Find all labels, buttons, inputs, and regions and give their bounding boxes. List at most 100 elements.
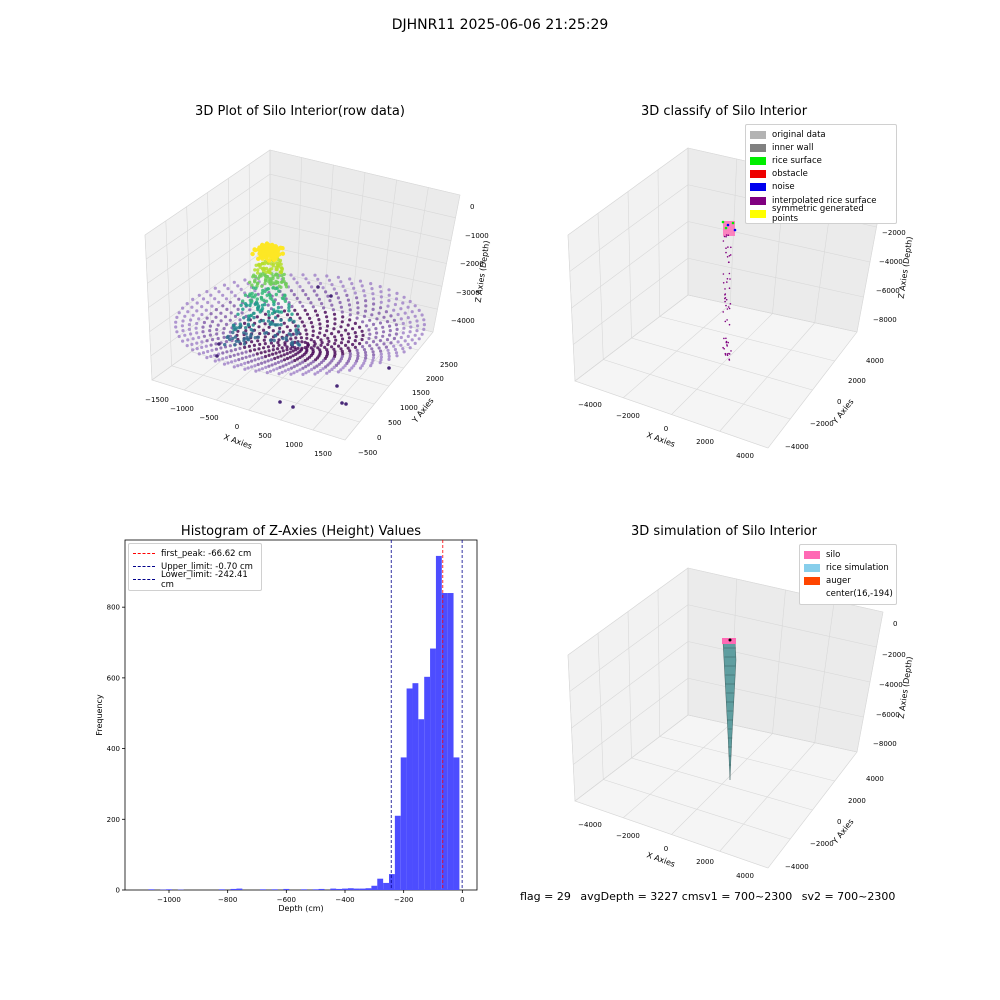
point-marker: [271, 348, 275, 352]
point-marker: [307, 281, 311, 285]
point-marker: [364, 299, 368, 303]
point-marker: [276, 265, 280, 269]
point-marker: [263, 335, 267, 339]
point-marker: [413, 333, 417, 337]
point-marker: [329, 294, 333, 298]
point-marker: [304, 371, 308, 375]
point-marker: [273, 323, 278, 327]
point-marker: [240, 351, 244, 355]
point-marker: [347, 336, 351, 340]
point-marker: [332, 365, 336, 369]
point-marker: [306, 344, 310, 349]
histogram-legend: first_peak: -66.62 cm Upper_limit: -0.70…: [128, 543, 262, 591]
point-marker: [726, 223, 730, 227]
point-marker: [267, 313, 271, 317]
point-marker: [266, 310, 271, 314]
histogram-bar: [406, 688, 413, 890]
point-marker: [191, 313, 195, 317]
point-marker: [214, 347, 218, 351]
point-marker: [190, 305, 194, 309]
point-marker: [332, 347, 336, 351]
point-marker: [240, 311, 244, 315]
point-marker: [276, 280, 280, 285]
simulation-3d-plot[interactable]: −4000 −2000 0 2000 4000 X Axies −4000 −2…: [560, 555, 920, 885]
point-marker: [233, 359, 237, 363]
classify-3d-plot[interactable]: −4000 −2000 0 2000 4000 X Axies −4000 −2…: [560, 135, 920, 465]
point-marker: [263, 302, 267, 307]
gridline: [856, 611, 884, 753]
point-marker: [204, 308, 208, 312]
y-tick-label: 2000: [426, 375, 444, 383]
point-marker: [280, 251, 285, 256]
legend-label: rice simulation: [826, 562, 889, 573]
point-marker: [401, 301, 405, 305]
histogram-bar: [412, 683, 419, 890]
point-marker: [723, 348, 725, 350]
point-marker: [341, 284, 345, 288]
point-marker: [248, 349, 252, 353]
point-marker: [299, 336, 303, 340]
point-marker: [258, 319, 262, 324]
point-marker: [356, 306, 360, 310]
raw-3d-plot[interactable]: −1500 −1000 −500 0 500 1000 1500 X Axies…: [140, 135, 500, 465]
histogram-bar: [359, 888, 366, 890]
point-marker: [267, 269, 271, 274]
point-marker: [330, 367, 334, 371]
x-tick-label: −600: [277, 896, 296, 904]
legend-swatch: [804, 576, 820, 585]
point-marker: [271, 329, 275, 333]
point-marker: [181, 329, 185, 333]
point-marker: [287, 361, 291, 365]
point-marker: [288, 355, 292, 359]
point-marker: [318, 368, 323, 373]
point-marker: [403, 311, 407, 315]
point-marker: [353, 339, 357, 343]
point-marker: [311, 329, 315, 333]
point-marker: [325, 274, 329, 278]
legend-label: rice surface: [772, 155, 822, 166]
point-marker: [724, 352, 727, 355]
point-marker: [328, 361, 332, 365]
point-marker: [410, 310, 414, 314]
y-tick-label: 0: [377, 434, 381, 442]
point-marker: [232, 325, 236, 329]
point-marker: [217, 358, 221, 362]
point-marker: [338, 300, 342, 305]
point-marker: [263, 342, 267, 346]
point-marker: [252, 343, 256, 347]
histogram-chart[interactable]: −1000 −800 −600 −400 −200 0 0 200 400 600 800 Dep…: [90, 535, 490, 920]
x-tick-label: 0: [460, 896, 464, 904]
point-marker: [264, 365, 268, 369]
point-marker: [295, 281, 299, 285]
point-marker: [313, 273, 317, 277]
point-marker: [217, 290, 221, 294]
point-marker: [726, 278, 729, 280]
y-tick-label: 4000: [866, 357, 884, 365]
y-tick-label: −4000: [785, 443, 809, 451]
point-marker: [369, 364, 373, 368]
point-marker: [224, 322, 229, 326]
point-marker: [413, 314, 417, 318]
point-marker: [312, 289, 316, 293]
point-marker: [305, 312, 310, 316]
point-marker: [350, 282, 354, 286]
point-marker: [267, 316, 271, 320]
point-marker: [253, 274, 258, 279]
point-marker: [346, 346, 350, 350]
point-marker: [228, 337, 232, 342]
histogram-bar: [383, 882, 389, 890]
gridline: [269, 294, 434, 333]
point-marker: [226, 287, 230, 291]
point-marker: [355, 348, 359, 352]
z-tick-label: −6000: [876, 711, 900, 719]
histogram-bar: [283, 888, 290, 890]
legend-swatch: [750, 183, 766, 192]
histogram-bar: [353, 888, 360, 890]
point-marker: [318, 281, 323, 286]
point-marker: [326, 342, 330, 347]
point-marker: [255, 315, 259, 319]
point-marker: [261, 245, 267, 250]
gridline: [687, 257, 864, 298]
gridline: [659, 316, 835, 362]
point-marker: [187, 323, 191, 327]
